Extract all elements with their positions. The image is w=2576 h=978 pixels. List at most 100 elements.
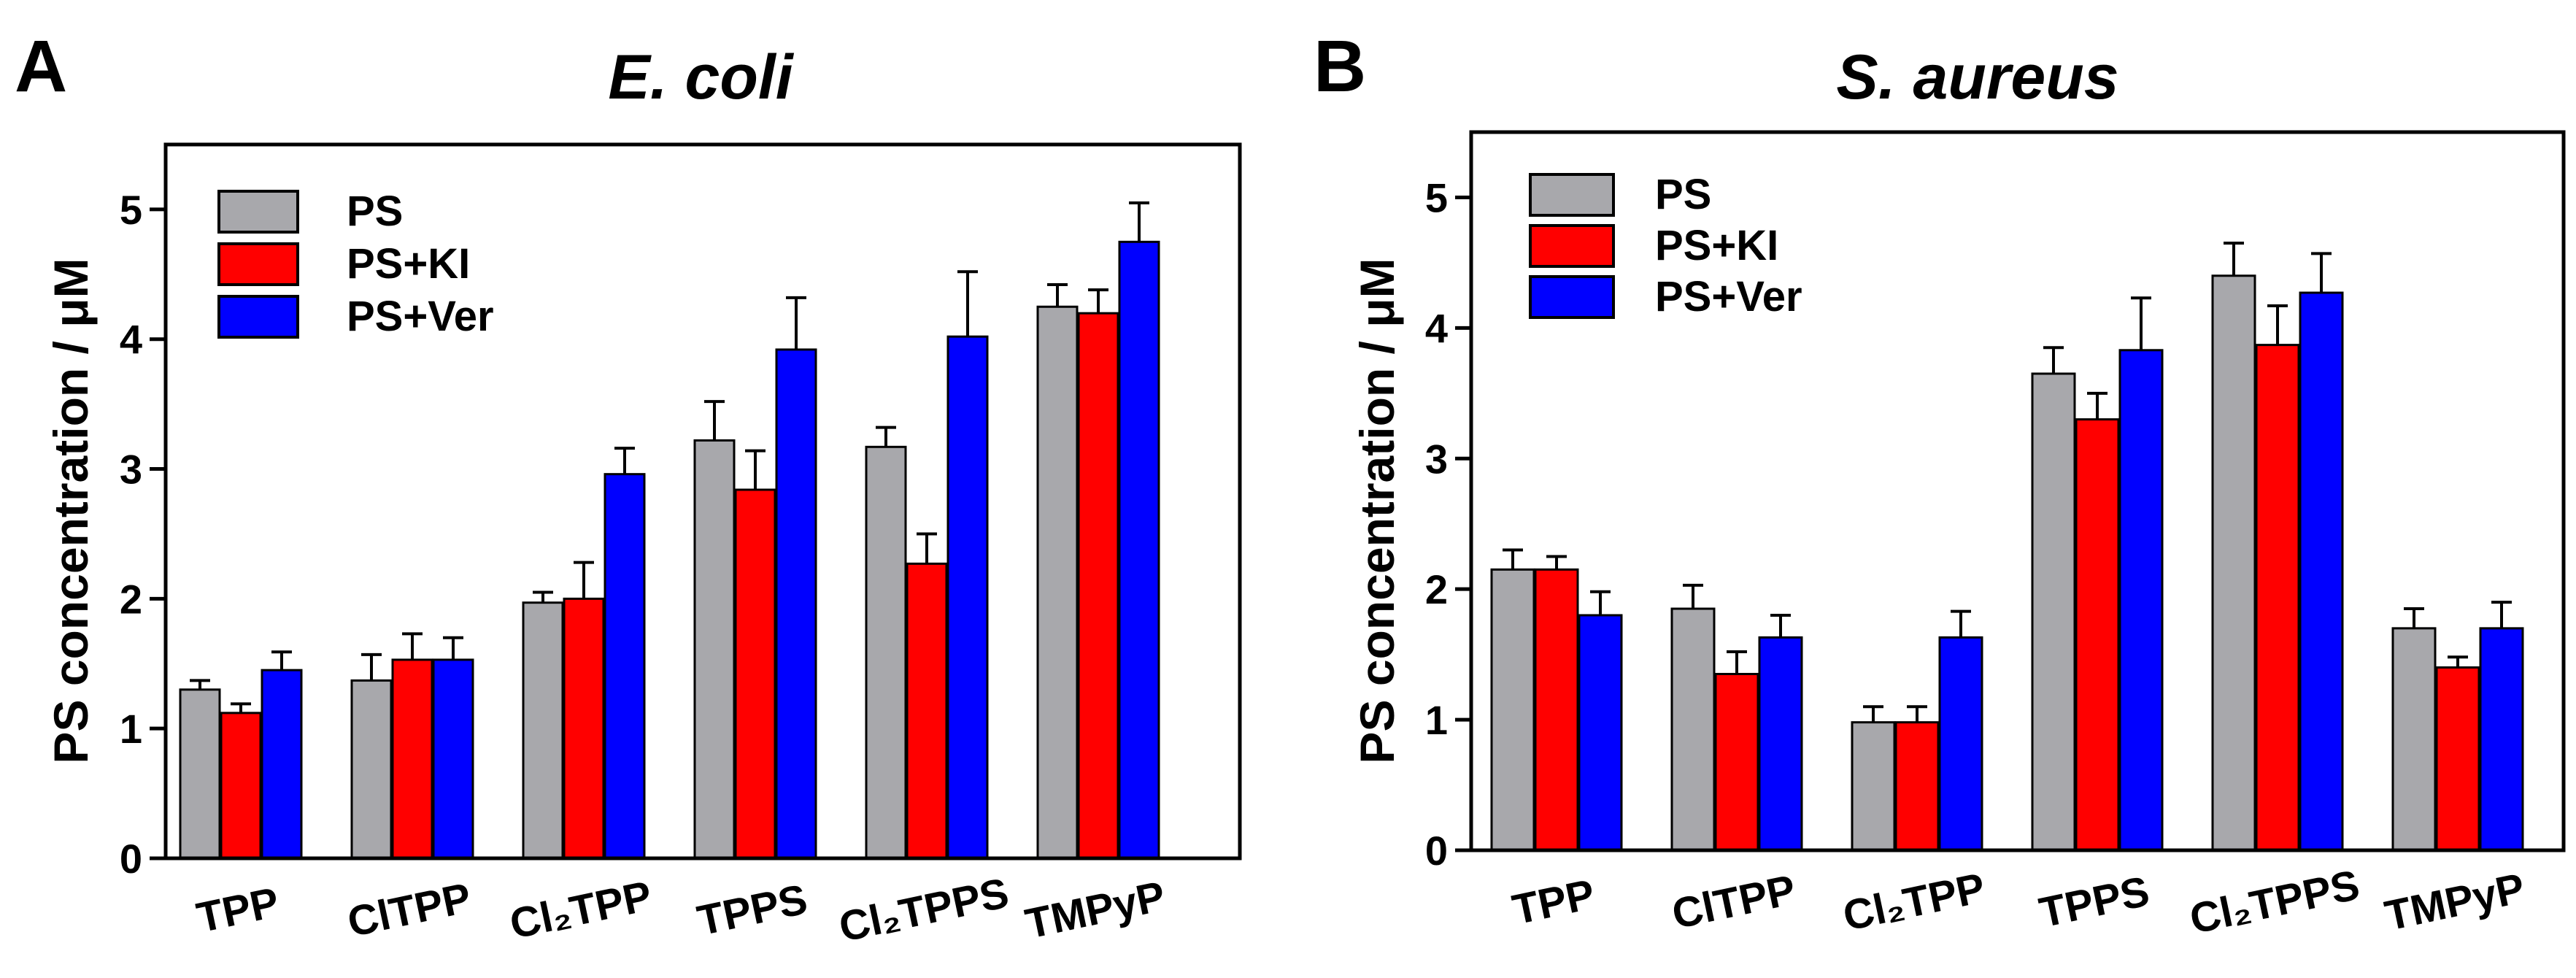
error-bar bbox=[614, 447, 635, 474]
legend-swatch bbox=[1529, 275, 1615, 319]
y-axis-label-a: PS concentration / μM bbox=[44, 258, 98, 763]
error-bar bbox=[2267, 304, 2288, 345]
y-tick-label: 2 bbox=[120, 576, 142, 622]
error-bar bbox=[2131, 296, 2151, 350]
bar bbox=[2299, 291, 2344, 852]
bar bbox=[261, 669, 303, 860]
error-bar bbox=[1088, 288, 1108, 314]
bar bbox=[1036, 305, 1079, 860]
bar bbox=[2075, 418, 2120, 852]
plot-frame-a bbox=[163, 142, 1242, 860]
legend-label: PS+KI bbox=[347, 240, 470, 288]
error-bar bbox=[271, 650, 292, 671]
legend-label: PS bbox=[347, 188, 403, 235]
error-bar bbox=[786, 296, 806, 350]
error-bar bbox=[1770, 613, 1791, 638]
panel-a: A E. coli PS concentration / μM 0 1 2 3 4 5 T… bbox=[15, 26, 1242, 951]
error-bar bbox=[190, 679, 210, 690]
error-bar bbox=[1907, 705, 1927, 723]
bar bbox=[1578, 614, 1623, 852]
bars-a bbox=[179, 240, 1160, 860]
plot-frame-b bbox=[1469, 130, 2566, 852]
error-bar bbox=[917, 532, 937, 564]
error-bar bbox=[402, 632, 423, 660]
x-tick-label: Cl₂TPP bbox=[506, 872, 656, 948]
y-tick-label: 2 bbox=[1425, 566, 1448, 612]
bar bbox=[1894, 721, 1940, 852]
x-tick-label: TPP bbox=[1508, 870, 1599, 933]
y-tick-label: 0 bbox=[1425, 828, 1448, 874]
error-bar bbox=[2311, 252, 2332, 293]
y-ticks-b: 0 1 2 3 4 5 bbox=[1425, 174, 1471, 874]
x-tick-label: TPP bbox=[193, 878, 283, 942]
error-bar bbox=[1546, 555, 1567, 570]
x-ticks-b: TPP ClTPP Cl₂TPP TPPS Cl₂TPPS TMPyP bbox=[1508, 861, 2529, 943]
error-bar bbox=[2491, 601, 2512, 628]
legend-swatch bbox=[217, 242, 299, 286]
error-bars-a bbox=[190, 201, 1149, 713]
bar bbox=[2118, 349, 2164, 852]
bar bbox=[1938, 636, 1983, 852]
error-bar bbox=[1503, 548, 1523, 570]
bar bbox=[1714, 672, 1759, 852]
chart-title-a: E. coli bbox=[608, 42, 794, 112]
error-bar bbox=[745, 449, 766, 490]
error-bar bbox=[704, 400, 725, 441]
error-bar bbox=[2043, 346, 2064, 374]
bar bbox=[906, 562, 948, 860]
bar bbox=[2479, 627, 2524, 852]
x-ticks-a: TPP ClTPP Cl₂TPP TPPS Cl₂TPPS TMPyP bbox=[193, 869, 1169, 951]
error-bar bbox=[2448, 655, 2468, 668]
error-bar bbox=[1683, 583, 1703, 609]
x-tick-label: Cl₂TPPS bbox=[835, 869, 1013, 951]
bar bbox=[220, 712, 262, 860]
y-tick-label: 1 bbox=[1425, 697, 1448, 743]
x-tick-label: Cl₂TPPS bbox=[2186, 861, 2364, 943]
legend-swatch bbox=[217, 295, 299, 339]
bar bbox=[1077, 312, 1119, 860]
bar bbox=[734, 488, 776, 860]
legend-label: PS+Ver bbox=[347, 293, 494, 340]
bar bbox=[563, 597, 605, 860]
legend-a: PS PS+KI PS+Ver bbox=[217, 188, 494, 340]
bar bbox=[2211, 274, 2256, 852]
legend-swatch bbox=[217, 190, 299, 234]
error-bar bbox=[1727, 650, 1747, 674]
y-tick-label: 1 bbox=[120, 706, 142, 752]
error-bar bbox=[1590, 590, 1611, 615]
bar bbox=[1490, 568, 1535, 852]
error-bar bbox=[231, 702, 251, 713]
bar bbox=[693, 439, 736, 860]
bar bbox=[1851, 721, 1896, 852]
bar bbox=[1534, 568, 1579, 852]
bar bbox=[1758, 636, 1803, 852]
x-tick-label: TMPyP bbox=[1022, 872, 1170, 948]
error-bar bbox=[2087, 391, 2108, 420]
bar bbox=[522, 601, 564, 860]
error-bars-b bbox=[1503, 242, 2512, 723]
error-bar bbox=[2224, 242, 2244, 276]
x-tick-label: Cl₂TPP bbox=[1839, 864, 1989, 940]
error-bar bbox=[957, 270, 978, 337]
legend-swatch bbox=[1529, 173, 1615, 217]
y-tick-label: 4 bbox=[1425, 305, 1448, 351]
bars-b bbox=[1490, 274, 2524, 852]
bar bbox=[603, 473, 646, 860]
error-bar bbox=[1047, 283, 1068, 307]
y-tick-label: 5 bbox=[120, 187, 142, 233]
y-tick-label: 3 bbox=[120, 447, 142, 493]
y-tick-label: 3 bbox=[1425, 436, 1448, 482]
bar bbox=[865, 445, 907, 860]
bar bbox=[1118, 240, 1160, 860]
error-bar bbox=[1129, 201, 1149, 242]
error-bar bbox=[443, 636, 463, 660]
x-tick-label: ClTPP bbox=[344, 874, 476, 946]
x-tick-label: TPPS bbox=[693, 875, 811, 944]
x-tick-label: ClTPP bbox=[1668, 866, 1800, 938]
bar bbox=[2435, 666, 2480, 852]
error-bar bbox=[533, 590, 553, 603]
bar bbox=[2031, 372, 2076, 852]
bar bbox=[2391, 627, 2437, 852]
